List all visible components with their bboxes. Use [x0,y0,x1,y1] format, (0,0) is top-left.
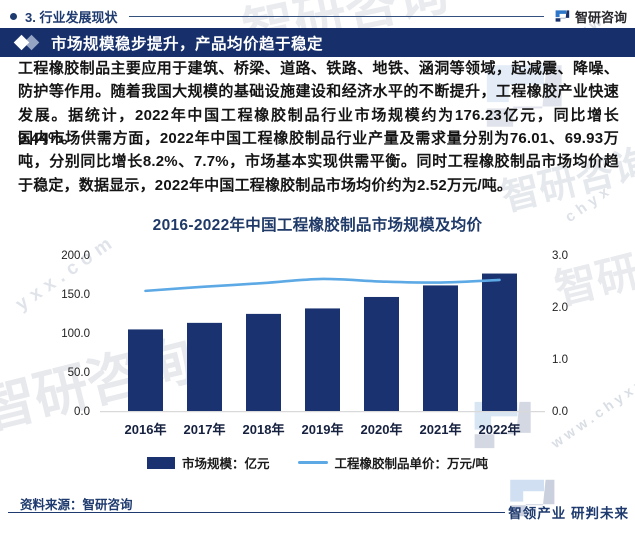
x-axis-label: 2018年 [243,422,285,437]
y-left-tick: 150.0 [61,289,90,301]
legend-bar-label: 市场规模：亿元 [182,457,270,471]
legend-line-label: 工程橡胶制品单价：万元/吨 [334,457,488,471]
chart-legend: 市场规模：亿元 工程橡胶制品单价：万元/吨 [0,453,635,472]
y-right-tick: 1.0 [552,354,568,366]
header-divider [129,15,544,17]
y-right-tick: 3.0 [552,250,568,262]
y-right-tick: 2.0 [552,302,568,314]
legend-item-line: 工程橡胶制品单价：万元/吨 [297,453,488,472]
y-left-tick: 0.0 [74,406,90,418]
diamond-white [13,34,30,51]
x-axis-label: 2017年 [184,422,226,437]
page-header: 3. 行业发展现状 智研咨询 [10,6,627,26]
unit-price-line [144,277,501,293]
section-title: 3. 行业发展现状 [25,9,118,25]
diamond-icon [13,34,42,51]
bar-2021年 [423,285,458,411]
bar-2020年 [364,296,399,411]
bar-2019年 [305,308,340,411]
y-left-tick: 200.0 [61,250,90,262]
chart-title: 2016-2022年中国工程橡胶制品市场规模及均价 [152,217,483,234]
legend-item-bar: 市场规模：亿元 [147,453,270,472]
y-right-tick: 0.0 [552,406,568,418]
x-axis-label: 2022年 [479,422,521,437]
bar-2016年 [128,329,163,411]
report-page: 3. 行业发展现状 智研咨询 市场规模稳步提升，产品均价趋于稳定 工程橡胶制品主… [0,6,635,521]
brand-logo-icon [555,10,570,22]
bar-swatch-icon [147,456,175,469]
bar-2018年 [246,313,281,411]
paragraph-1: 工程橡胶制品主要应用于建筑、桥梁、道路、铁路、地铁、涵洞等领域，起减震、降噪、防… [18,60,619,148]
x-axis-label: 2021年 [420,422,462,437]
footer-divider [8,512,505,513]
bar-2022年 [482,273,517,411]
line-swatch-icon [297,461,328,464]
bullet-dot-icon [10,12,17,20]
x-axis-label: 2016年 [125,422,167,437]
brand-name: 智研咨询 [574,9,627,25]
x-axis-label: 2020年 [361,422,403,437]
headline-banner: 市场规模稳步提升，产品均价趋于稳定 [0,28,635,57]
market-chart: 200.0 150.0 100.0 50.0 0.0 3.0 2.0 1.0 0.0 2016年 2… [61,250,568,437]
data-source: 资料来源：智研咨询 [20,498,133,512]
paragraph-2: 国内市场供需方面，2022年中国工程橡胶制品行业产量及需求量分别为76.01、6… [18,130,619,194]
headline-title: 市场规模稳步提升，产品均价趋于稳定 [51,35,324,53]
brand-tagline: 智领产业 研判未来 [508,506,629,521]
bar-2017年 [187,322,222,411]
y-left-tick: 100.0 [61,328,90,340]
x-axis-label: 2019年 [302,422,344,437]
brand-logo: 智研咨询 [554,7,627,26]
y-left-tick: 50.0 [68,367,90,379]
